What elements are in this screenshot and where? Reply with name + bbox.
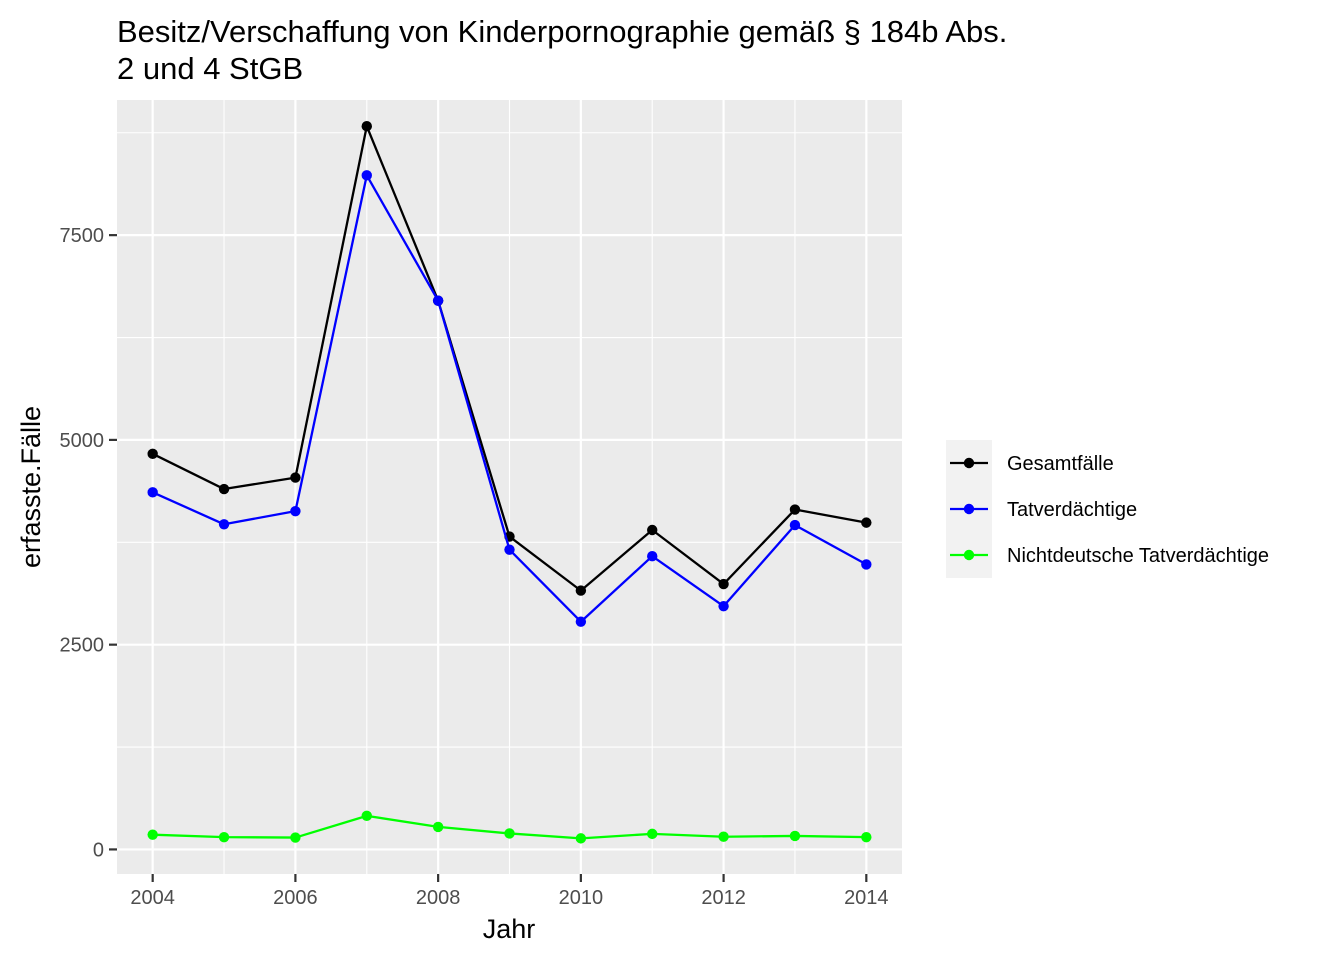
series-0-point-2010 <box>575 585 587 596</box>
chart-title-line2: 2 und 4 StGB <box>117 51 303 86</box>
series-1-point-2006 <box>290 505 301 517</box>
series-2-point-2012 <box>718 831 729 842</box>
series-2-point-2004 <box>147 829 158 840</box>
series-0-point-2012 <box>718 578 729 590</box>
series-2-point-2014 <box>861 831 872 843</box>
series-0-point-2014 <box>861 517 872 528</box>
series-1-point-2014 <box>861 559 872 570</box>
legend-key-point-1 <box>963 503 975 515</box>
x-tick-label-2006: 2006 <box>273 887 318 909</box>
x-tick-label-2008: 2008 <box>416 887 461 909</box>
series-0-point-2004 <box>147 448 158 460</box>
y-tick-label-0: 0 <box>93 839 104 861</box>
series-2-point-2011 <box>647 828 658 840</box>
series-1-point-2013 <box>789 519 801 531</box>
x-tick-label-2012: 2012 <box>701 887 746 909</box>
series-1-point-2008 <box>432 295 444 306</box>
series-2-point-2009 <box>504 828 515 839</box>
series-2-point-2010 <box>575 833 587 844</box>
series-1-point-2004 <box>147 487 158 498</box>
y-tick-label-2500: 2500 <box>60 635 105 657</box>
y-axis-title: erfasste.Fälle <box>16 406 46 568</box>
series-layer <box>147 121 872 844</box>
grid-major <box>117 100 902 874</box>
series-1-point-2009 <box>504 544 515 555</box>
series-0-point-2013 <box>789 504 801 515</box>
legend-key-point-0 <box>963 457 975 469</box>
y-tick-label-7500: 7500 <box>60 225 105 247</box>
series-0-point-2011 <box>647 524 658 536</box>
chart-title-line1: Besitz/Verschaffung von Kinderpornograph… <box>117 14 1007 49</box>
series-1-point-2011 <box>647 551 658 562</box>
series-2-point-2006 <box>290 832 301 843</box>
legend-label-2: Nichtdeutsche Tatverdächtige <box>1007 545 1269 567</box>
series-2-point-2013 <box>789 830 801 842</box>
series-2-point-2008 <box>432 821 444 833</box>
y-axis: 0 2500 5000 7500 <box>60 225 117 861</box>
legend-label-1: Tatverdächtige <box>1007 499 1137 521</box>
grid-minor <box>117 100 902 874</box>
legend-key-point-2 <box>963 549 975 561</box>
legend: Gesamtfälle Tatverdächtige Nichtdeutsche T… <box>946 440 1269 578</box>
series-0-point-2006 <box>290 472 301 483</box>
legend-label-0: Gesamtfälle <box>1007 453 1114 475</box>
x-tick-label-2014: 2014 <box>844 887 889 909</box>
series-1-point-2012 <box>718 600 729 612</box>
series-0-point-2007 <box>361 121 372 132</box>
x-tick-label-2004: 2004 <box>130 887 175 909</box>
x-axis: 2004 2006 2008 2010 2012 2014 <box>130 874 889 909</box>
y-tick-label-5000: 5000 <box>60 430 105 452</box>
series-1-point-2005 <box>218 519 230 530</box>
series-1-point-2007 <box>361 170 372 181</box>
series-0-point-2005 <box>218 483 230 495</box>
x-axis-title: Jahr <box>483 914 536 944</box>
series-2-point-2005 <box>218 831 230 843</box>
series-1-point-2010 <box>575 616 587 627</box>
series-2-point-2007 <box>361 810 372 822</box>
x-tick-label-2010: 2010 <box>559 887 604 909</box>
